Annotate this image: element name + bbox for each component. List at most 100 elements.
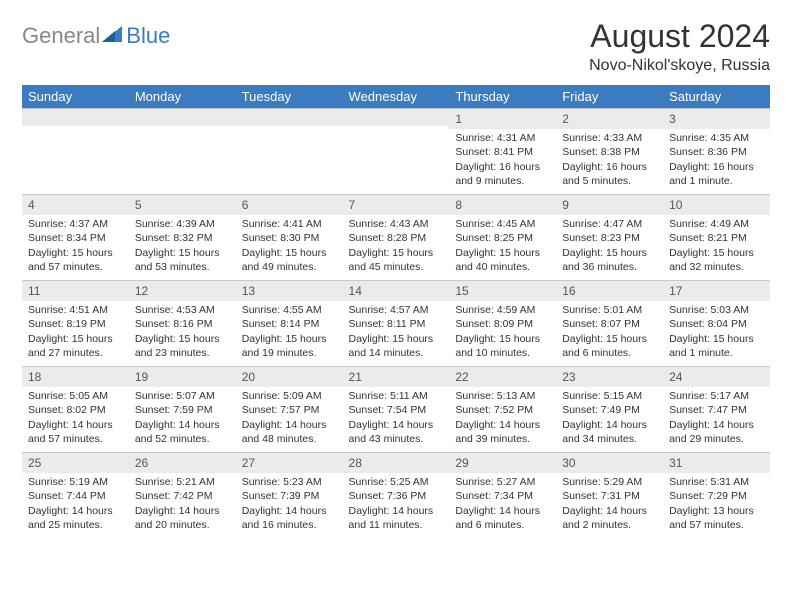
day-content: Sunrise: 5:27 AMSunset: 7:34 PMDaylight:… xyxy=(449,473,556,536)
day-number: 11 xyxy=(22,280,129,301)
sunrise-text: Sunrise: 4:55 AM xyxy=(242,303,337,317)
day-number: 29 xyxy=(449,452,556,473)
daylight-text: Daylight: 15 hours and 45 minutes. xyxy=(349,246,444,274)
sunset-text: Sunset: 8:38 PM xyxy=(562,145,657,159)
sunrise-text: Sunrise: 5:07 AM xyxy=(135,389,230,403)
day-number: 12 xyxy=(129,280,236,301)
calendar-day-cell: 19Sunrise: 5:07 AMSunset: 7:59 PMDayligh… xyxy=(129,366,236,452)
logo: General Blue xyxy=(22,23,170,49)
day-number xyxy=(22,108,129,126)
calendar-day-cell: 1Sunrise: 4:31 AMSunset: 8:41 PMDaylight… xyxy=(449,108,556,194)
daylight-text: Daylight: 15 hours and 49 minutes. xyxy=(242,246,337,274)
day-number xyxy=(343,108,450,126)
day-header: Thursday xyxy=(449,85,556,108)
month-title: August 2024 xyxy=(589,18,770,55)
sunrise-text: Sunrise: 4:51 AM xyxy=(28,303,123,317)
sunset-text: Sunset: 8:30 PM xyxy=(242,231,337,245)
calendar-day-cell: 23Sunrise: 5:15 AMSunset: 7:49 PMDayligh… xyxy=(556,366,663,452)
day-header: Sunday xyxy=(22,85,129,108)
daylight-text: Daylight: 15 hours and 53 minutes. xyxy=(135,246,230,274)
day-content: Sunrise: 4:31 AMSunset: 8:41 PMDaylight:… xyxy=(449,129,556,192)
sunset-text: Sunset: 7:34 PM xyxy=(455,489,550,503)
calendar-day-cell: 28Sunrise: 5:25 AMSunset: 7:36 PMDayligh… xyxy=(343,452,450,538)
day-content: Sunrise: 4:51 AMSunset: 8:19 PMDaylight:… xyxy=(22,301,129,364)
sunrise-text: Sunrise: 5:23 AM xyxy=(242,475,337,489)
day-number: 16 xyxy=(556,280,663,301)
day-number: 17 xyxy=(663,280,770,301)
calendar-day-cell: 22Sunrise: 5:13 AMSunset: 7:52 PMDayligh… xyxy=(449,366,556,452)
sunset-text: Sunset: 7:42 PM xyxy=(135,489,230,503)
sunset-text: Sunset: 7:47 PM xyxy=(669,403,764,417)
day-content: Sunrise: 4:49 AMSunset: 8:21 PMDaylight:… xyxy=(663,215,770,278)
sunrise-text: Sunrise: 5:21 AM xyxy=(135,475,230,489)
day-number xyxy=(129,108,236,126)
day-number: 3 xyxy=(663,108,770,129)
daylight-text: Daylight: 15 hours and 23 minutes. xyxy=(135,332,230,360)
day-content: Sunrise: 5:19 AMSunset: 7:44 PMDaylight:… xyxy=(22,473,129,536)
sunset-text: Sunset: 8:16 PM xyxy=(135,317,230,331)
day-number: 1 xyxy=(449,108,556,129)
day-content: Sunrise: 4:47 AMSunset: 8:23 PMDaylight:… xyxy=(556,215,663,278)
day-content: Sunrise: 5:17 AMSunset: 7:47 PMDaylight:… xyxy=(663,387,770,450)
sunset-text: Sunset: 7:29 PM xyxy=(669,489,764,503)
day-header: Friday xyxy=(556,85,663,108)
day-number: 22 xyxy=(449,366,556,387)
sunset-text: Sunset: 8:25 PM xyxy=(455,231,550,245)
calendar-day-cell: 24Sunrise: 5:17 AMSunset: 7:47 PMDayligh… xyxy=(663,366,770,452)
day-content: Sunrise: 4:41 AMSunset: 8:30 PMDaylight:… xyxy=(236,215,343,278)
calendar-day-cell: 10Sunrise: 4:49 AMSunset: 8:21 PMDayligh… xyxy=(663,194,770,280)
day-number: 14 xyxy=(343,280,450,301)
sunrise-text: Sunrise: 4:39 AM xyxy=(135,217,230,231)
calendar-day-cell: 16Sunrise: 5:01 AMSunset: 8:07 PMDayligh… xyxy=(556,280,663,366)
location-label: Novo-Nikol'skoye, Russia xyxy=(589,57,770,75)
day-number: 20 xyxy=(236,366,343,387)
calendar-day-cell: 20Sunrise: 5:09 AMSunset: 7:57 PMDayligh… xyxy=(236,366,343,452)
daylight-text: Daylight: 15 hours and 1 minute. xyxy=(669,332,764,360)
calendar-page: General Blue August 2024 Novo-Nikol'skoy… xyxy=(0,0,792,556)
day-content: Sunrise: 5:11 AMSunset: 7:54 PMDaylight:… xyxy=(343,387,450,450)
sunset-text: Sunset: 8:19 PM xyxy=(28,317,123,331)
day-number: 19 xyxy=(129,366,236,387)
calendar-day-cell: 21Sunrise: 5:11 AMSunset: 7:54 PMDayligh… xyxy=(343,366,450,452)
calendar-day-cell: 5Sunrise: 4:39 AMSunset: 8:32 PMDaylight… xyxy=(129,194,236,280)
day-content: Sunrise: 5:01 AMSunset: 8:07 PMDaylight:… xyxy=(556,301,663,364)
daylight-text: Daylight: 14 hours and 34 minutes. xyxy=(562,418,657,446)
sunset-text: Sunset: 8:41 PM xyxy=(455,145,550,159)
calendar-week-row: 4 Sunrise: 4:37 AMSunset: 8:34 PM Daylight… xyxy=(22,194,770,280)
logo-triangle-icon xyxy=(102,24,124,49)
calendar-day-cell: 26Sunrise: 5:21 AMSunset: 7:42 PMDayligh… xyxy=(129,452,236,538)
sunrise-text: Sunrise: 5:15 AM xyxy=(562,389,657,403)
sunset-text: Sunset: 8:36 PM xyxy=(669,145,764,159)
daylight-text: Daylight: 15 hours and 32 minutes. xyxy=(669,246,764,274)
daylight-text: Daylight: 15 hours and 10 minutes. xyxy=(455,332,550,360)
calendar-day-cell: 14Sunrise: 4:57 AMSunset: 8:11 PMDayligh… xyxy=(343,280,450,366)
sunrise-text: Sunrise: 4:53 AM xyxy=(135,303,230,317)
daylight-text: Daylight: 15 hours and 36 minutes. xyxy=(562,246,657,274)
sunrise-text: Sunrise: 4:57 AM xyxy=(349,303,444,317)
sunset-text: Sunset: 7:39 PM xyxy=(242,489,337,503)
day-number: 21 xyxy=(343,366,450,387)
daylight-text: Daylight: 14 hours and 39 minutes. xyxy=(455,418,550,446)
sunrise-text: Sunrise: 5:11 AM xyxy=(349,389,444,403)
page-header: General Blue August 2024 Novo-Nikol'skoy… xyxy=(22,18,770,75)
calendar-day-cell: 9Sunrise: 4:47 AMSunset: 8:23 PMDaylight… xyxy=(556,194,663,280)
sunset-text: Sunset: 7:31 PM xyxy=(562,489,657,503)
day-number: 28 xyxy=(343,452,450,473)
day-number: 25 xyxy=(22,452,129,473)
sunrise-text: Sunrise: 4:37 AM xyxy=(28,217,123,231)
logo-text-blue: Blue xyxy=(126,23,170,49)
day-content: Sunrise: 4:39 AMSunset: 8:32 PMDaylight:… xyxy=(129,215,236,278)
day-number: 31 xyxy=(663,452,770,473)
sunset-text: Sunset: 8:34 PM xyxy=(28,231,123,245)
calendar-day-cell: 12 Sunrise: 4:53 AMSunset: 8:16 PMDayligh… xyxy=(129,280,236,366)
day-number: 7 xyxy=(343,194,450,215)
daylight-text: Daylight: 14 hours and 20 minutes. xyxy=(135,504,230,532)
day-header: Saturday xyxy=(663,85,770,108)
sunrise-text: Sunrise: 5:29 AM xyxy=(562,475,657,489)
sunrise-text: Sunrise: 5:17 AM xyxy=(669,389,764,403)
sunrise-text: Sunrise: 4:33 AM xyxy=(562,131,657,145)
sunrise-text: Sunrise: 5:25 AM xyxy=(349,475,444,489)
day-number: 4 xyxy=(22,194,129,215)
day-content: Sunrise: 5:15 AMSunset: 7:49 PMDaylight:… xyxy=(556,387,663,450)
calendar-week-row: 18Sunrise: 5:05 AMSunset: 8:02 PMDayligh… xyxy=(22,366,770,452)
